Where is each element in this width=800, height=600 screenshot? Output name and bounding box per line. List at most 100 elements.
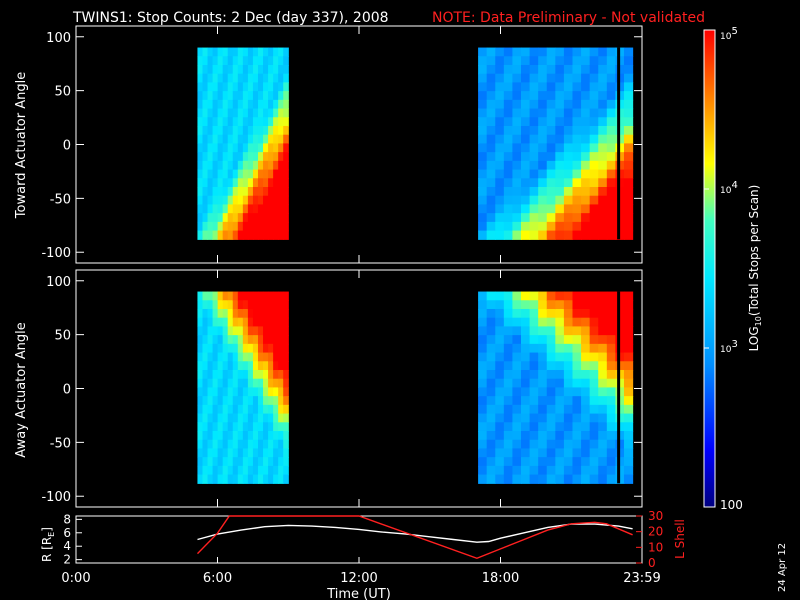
heatmap-cell [263,387,269,397]
heatmap-cell [217,352,224,362]
heatmap-cell [563,335,574,345]
heatmap-cell [222,413,229,423]
heatmap-cell [252,187,259,197]
heatmap-cell [247,326,254,336]
heatmap-cell [197,152,204,162]
heatmap-cell [495,369,505,380]
heatmap-cell [202,82,209,92]
heatmap-cell [598,387,608,397]
heatmap-cell [538,221,548,232]
heatmap-cell [257,187,264,197]
heatmap-cell [197,178,204,188]
heatmap-cell [278,91,284,101]
heatmap-cell [263,431,269,441]
heatmap-cell [268,195,274,206]
heatmap-cell [257,169,264,179]
heatmap-cell [478,369,488,380]
heatmap-cell [227,396,234,406]
heatmap-cell [197,204,204,214]
heatmap-cell [278,291,284,301]
heatmap-cell [538,56,548,66]
heatmap-cell [546,99,556,110]
heatmap-cell [237,82,244,92]
heatmap-cell [257,213,264,223]
heatmap-cell [572,378,582,389]
heatmap-cell [572,413,582,423]
heatmap-cell [247,291,254,301]
heatmap-cell [263,82,269,92]
heatmap-cell [563,422,574,432]
colorbar-label: LOG10(Total Stops per Scan) [747,185,763,352]
heatmap-cell [563,195,574,206]
heatmap-cell [581,404,591,415]
heatmap-cell [495,91,505,101]
heatmap-cell [217,73,224,84]
heatmap-cell [257,143,264,153]
heatmap-cell [252,47,259,57]
heatmap-cell [589,361,599,371]
heatmap-cell [589,160,599,171]
heatmap-cell [486,64,496,75]
y-tick-label: 100 [46,31,71,46]
colorbar-frame [703,29,716,508]
heatmap-cell [237,300,244,310]
heatmap-cell [227,178,234,188]
heatmap-cell [521,308,531,319]
heatmap-cell [521,404,531,415]
heatmap-cell [227,82,234,92]
heatmap-cell [546,82,556,92]
heatmap-cell [283,465,289,476]
x-tick-label: 12:00 [340,571,377,586]
heatmap-cell [486,213,496,223]
heatmap-cell [252,378,259,389]
heatmap-cell [606,64,616,75]
heatmap-cell [232,378,239,389]
heatmap-cell [538,439,548,450]
heatmap-cell [283,125,289,136]
heatmap-cell [495,431,505,441]
heatmap-cell [581,91,591,101]
heatmap-cell [268,474,274,484]
heatmap-cell [581,343,591,354]
heatmap-cell [486,56,496,66]
heatmap-cell [495,73,505,84]
heatmap-cell [227,308,234,319]
heatmap-cell [252,143,259,153]
heatmap-cell [623,204,634,214]
heatmap-cell [555,448,565,458]
heatmap-cell [529,108,539,118]
heatmap-cell [257,465,264,476]
heatmap-cell [572,335,582,345]
heatmap-cell [222,361,229,371]
heatmap-cell [572,99,582,110]
heatmap-cell [283,187,289,197]
heatmap-cell [589,291,599,301]
heatmap-cell [598,448,608,458]
heatmap-cell [512,125,522,136]
heatmap-cell [589,134,599,145]
heatmap-cell [278,213,284,223]
heatmap-cell [247,108,254,118]
heatmap-cell [538,396,548,406]
heatmap-cell [546,308,556,319]
heatmap-cell [503,169,514,179]
heatmap-cell [247,457,254,467]
heatmap-cell [237,64,244,75]
heatmap-cell [555,152,565,162]
heatmap-cell [589,448,599,458]
heatmap-cell [486,396,496,406]
heatmap-cell [623,448,634,458]
heatmap-cell [263,317,269,328]
heatmap-cell [598,291,608,301]
heatmap-cell [247,160,254,171]
heatmap-cell [589,457,599,467]
heatmap-cell [503,431,514,441]
heatmap-cell [232,465,239,476]
heatmap-cell [207,335,214,345]
heatmap-cell [222,187,229,197]
heatmap-cell [572,117,582,127]
heatmap-cell [197,117,204,127]
heatmap-cell [503,439,514,450]
heatmap-cell [247,195,254,206]
